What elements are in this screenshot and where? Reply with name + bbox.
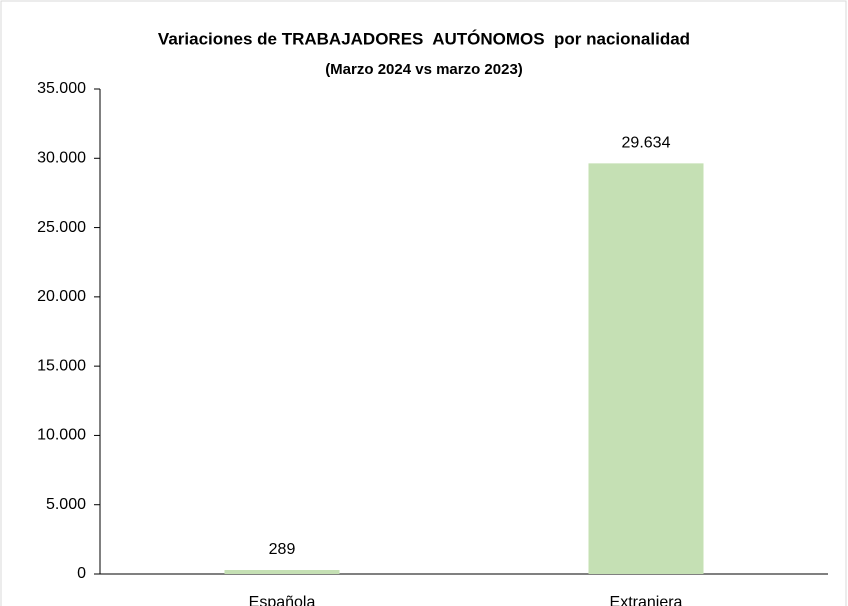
data-label: 29.634 xyxy=(622,135,671,152)
y-tick-label: 25.000 xyxy=(37,219,86,236)
chart-title: Variaciones de TRABAJADORES AUTÓNOMOS po… xyxy=(158,29,690,48)
y-tick-label: 20.000 xyxy=(37,288,86,305)
y-tick-label: 35.000 xyxy=(37,80,86,97)
bar xyxy=(224,569,340,574)
y-tick-label: 0 xyxy=(77,565,86,582)
data-label: 289 xyxy=(269,541,296,558)
y-tick-label: 30.000 xyxy=(37,150,86,167)
y-tick-label: 10.000 xyxy=(37,427,86,444)
x-tick-label: Española xyxy=(249,594,316,606)
y-tick-label: 15.000 xyxy=(37,357,86,374)
chart-subtitle: (Marzo 2024 vs marzo 2023) xyxy=(325,61,523,78)
bar xyxy=(588,163,704,574)
y-tick-label: 5.000 xyxy=(46,496,86,513)
x-tick-label: Extranjera xyxy=(610,594,683,606)
